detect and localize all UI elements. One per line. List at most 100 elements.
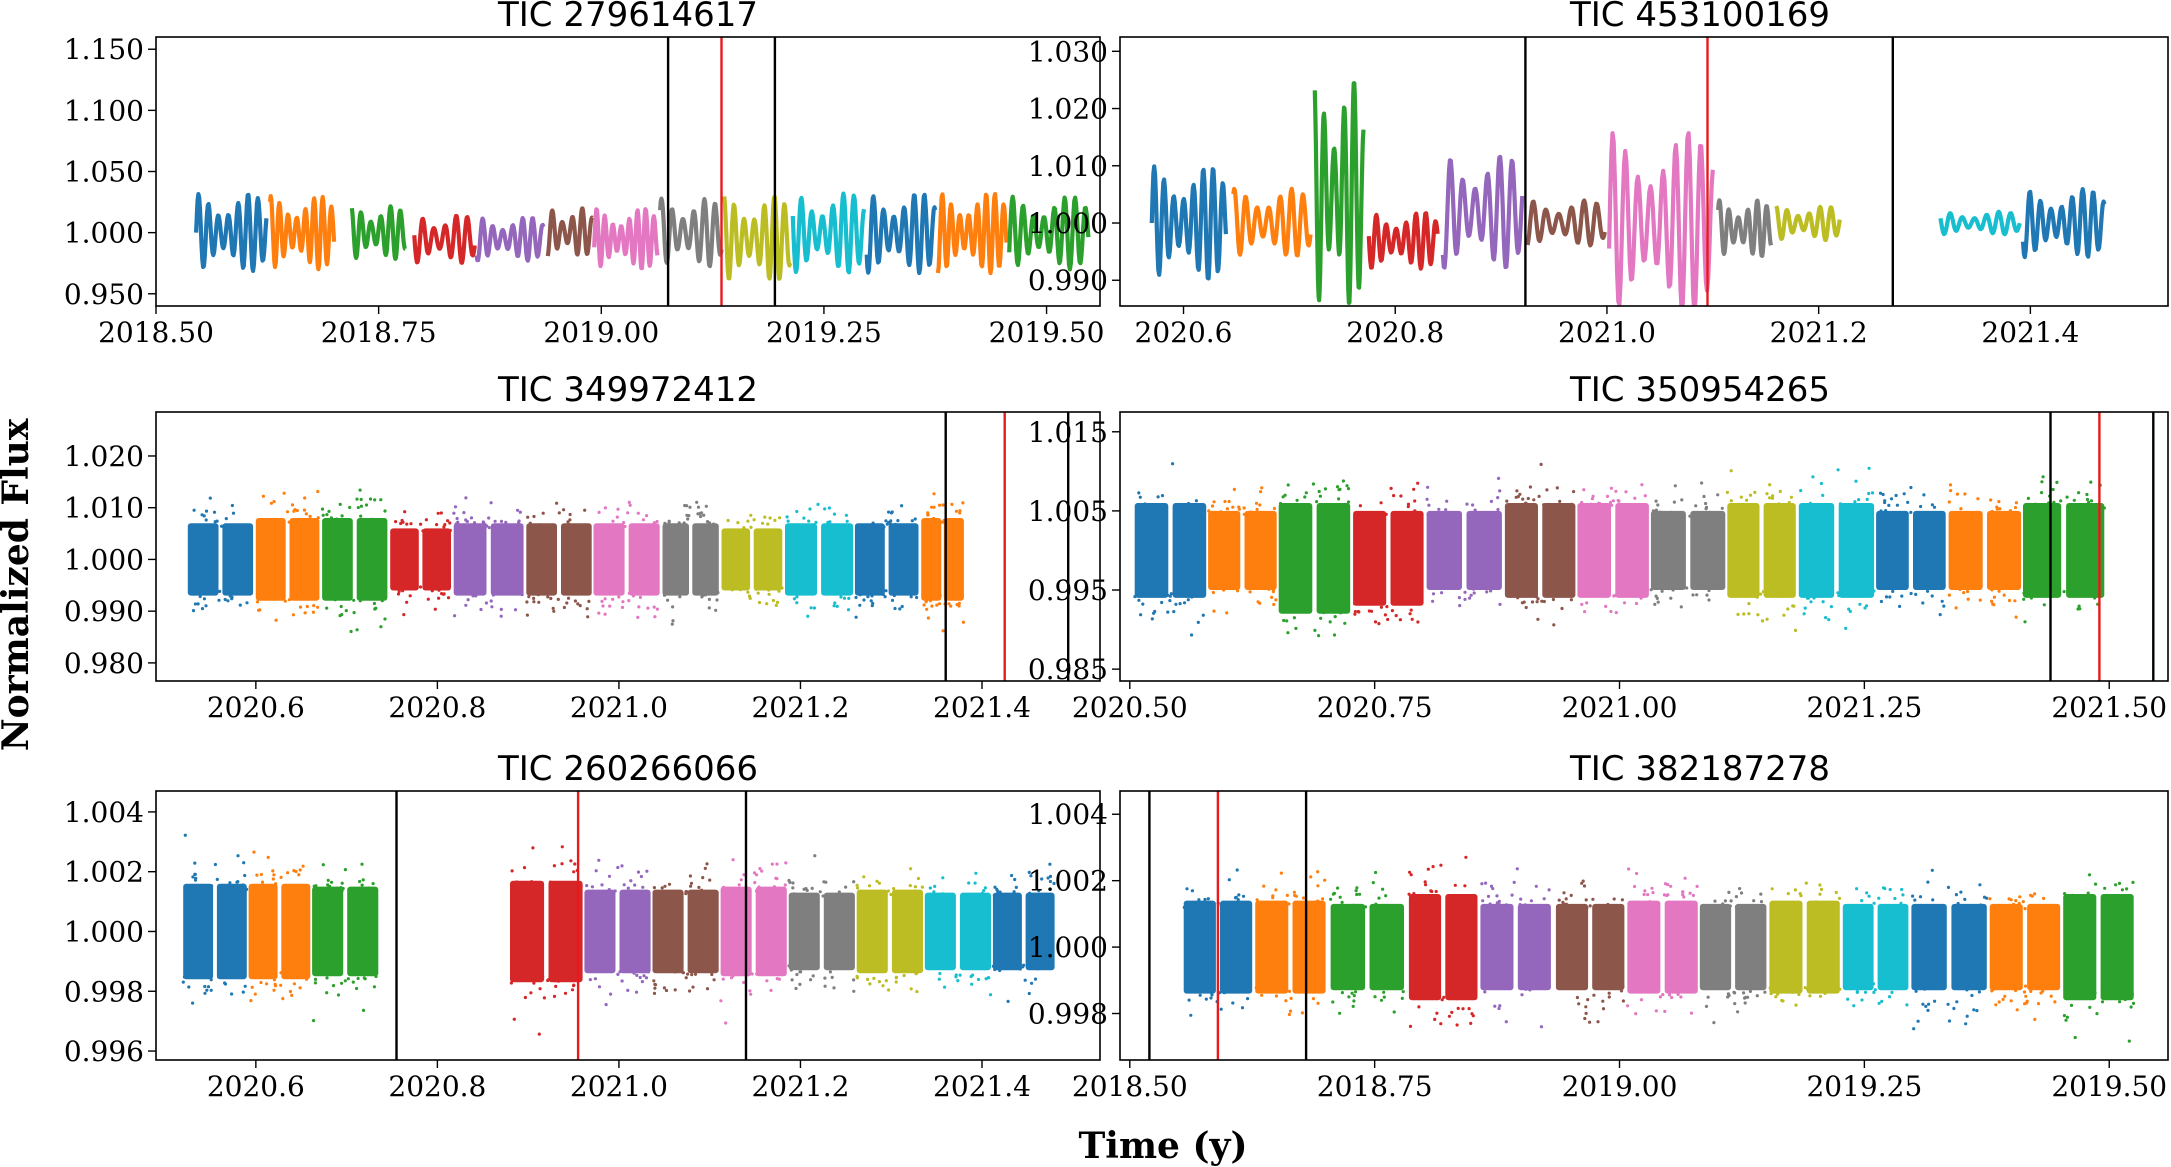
panel-4-sector-4-point	[1394, 614, 1398, 618]
panel-6-sector-9-point	[1793, 888, 1797, 892]
panel-6-sector-11-point	[1924, 906, 1928, 910]
panel-5-sector-8-point	[828, 970, 833, 974]
panel-5-sector-3-point	[356, 976, 360, 981]
panel-4-sector-11-point	[1902, 492, 1906, 496]
panel-3-sector-7-point	[650, 524, 654, 528]
panel-5-sector-7-point	[719, 999, 723, 1003]
panel-3-sector-2-point	[269, 501, 273, 505]
panel-4-sector-4-point	[1408, 612, 1412, 616]
panel-5-sector-9-point	[894, 980, 898, 984]
panel-6-sector-7-point	[1666, 883, 1670, 887]
panel-4-sector-12-point	[2008, 509, 2013, 513]
panel-6-sector-4-point	[1472, 897, 1477, 901]
panel-4-sector-10-point	[1809, 592, 1813, 596]
panel-3-sector-4-point	[403, 510, 407, 514]
panel-4-sector-9-point	[1787, 501, 1791, 505]
panel-4-sector-9-point	[1729, 499, 1733, 503]
panel-6-sector-12-point	[1991, 987, 1995, 992]
panel-4-sector-6-point	[1520, 601, 1524, 605]
panel-6-sector-1-point	[1237, 893, 1241, 897]
panel-3-sector-8	[662, 500, 720, 626]
panel-3-sector-11-point	[882, 525, 886, 529]
panel-3-sector-10-point	[846, 608, 851, 612]
panel-4-sector-11-point	[1909, 510, 1913, 514]
panel-4-sector-5-point	[1426, 512, 1430, 517]
panel-6-sector-6-point	[1584, 1005, 1588, 1009]
panel-3-sector-12-point	[937, 602, 942, 606]
panel-4-sector-8-point	[1704, 501, 1708, 506]
panel-4-sector-7-point	[1633, 496, 1637, 500]
panel-4-sector-10-point	[1844, 626, 1848, 631]
panel-5-sector-8-point	[794, 895, 799, 900]
panel-5-sector-8-point	[813, 854, 817, 858]
panel-5-sector-1-point	[191, 875, 195, 879]
panel-3-sector-4-orbit-a	[390, 528, 419, 591]
panel-3-sector-2-point	[287, 520, 291, 524]
panel-3-sector-3-point	[321, 513, 325, 517]
panel-4-sector-4-point	[1354, 513, 1358, 517]
panel-4-sector-3-point	[1318, 494, 1322, 498]
panel-3-sector-3-point	[359, 497, 363, 502]
panel-3-sector-9-point	[749, 525, 753, 530]
panel-4-sector-3	[1278, 479, 1351, 638]
panel-3-sector-1-point	[215, 519, 219, 523]
panel-5-sector-1-point	[187, 885, 191, 889]
panel-6-sector-12-point	[2012, 907, 2016, 911]
panel-6-sector-11-point	[1975, 1009, 1979, 1013]
panel-5-sector-7-point	[749, 992, 753, 996]
panel-6-sector-13-point	[2069, 1003, 2074, 1008]
panel-6-sector-11-point	[1913, 898, 1917, 902]
panel-4-sector-11-point	[1887, 503, 1891, 507]
panel-5-sector-7-point	[731, 858, 735, 862]
panel-4-sector-2	[1207, 486, 1278, 615]
panel-3-sector-1-point	[217, 598, 221, 602]
panel-6-sector-7-point	[1667, 993, 1672, 997]
panel-4-sector-11-point	[1884, 509, 1888, 513]
panel-4-sector-12-point	[1990, 599, 1994, 603]
panel-4-sector-8-point	[1675, 586, 1679, 590]
panel-6-sector-6-point	[1601, 999, 1605, 1003]
panel-4-sector-13-point	[2037, 504, 2042, 508]
panel-4-sector-1-point	[1190, 633, 1194, 637]
panel-3-sector-2-point	[287, 598, 291, 602]
panel-3-sector-9-point	[763, 515, 767, 519]
panel-5-sector-1-orbit-b	[216, 883, 247, 980]
panel-5-sector-11-point	[1014, 885, 1018, 890]
panel-6-sector-4-point	[1455, 997, 1459, 1001]
panel-1-xtick-label: 2019.25	[766, 316, 882, 349]
panel-6-sector-11-point	[1978, 883, 1982, 887]
panel-4-sector-3-point	[1317, 489, 1321, 494]
panel-5-sector-8-point	[790, 978, 794, 982]
panel-6-sector-3-point	[1374, 870, 1378, 875]
panel-5-sector-10-point	[930, 964, 934, 968]
panel-3-sector-10-orbit-a	[785, 523, 817, 596]
panel-3-xtick-label: 2021.0	[570, 691, 668, 724]
panel-5-sector-2-point	[273, 982, 277, 986]
panel-5-sector-4-point	[538, 987, 542, 991]
panel-3-sector-2-point	[294, 593, 298, 597]
panel-4-sector-1-point	[1169, 592, 1173, 596]
panel-4-sector-5-point	[1489, 499, 1493, 503]
panel-5-data	[181, 833, 1056, 1036]
panel-5-sector-4-point	[515, 977, 519, 981]
panel-5-xtick-label: 2021.4	[933, 1070, 1031, 1103]
panel-4-sector-2-point	[1219, 510, 1223, 514]
panel-6-sector-2-point	[1316, 884, 1320, 888]
panel-5-sector-11-point	[996, 963, 1001, 968]
panel-5-sector-6-point	[691, 985, 695, 989]
panel-4-sector-4-point	[1379, 501, 1383, 505]
panel-6-sector-9-point	[1795, 988, 1799, 992]
panel-3-sector-6-point	[532, 514, 536, 519]
panel-4-sector-4-point	[1413, 509, 1417, 513]
panel-3-sector-1-point	[192, 592, 196, 596]
panel-6-sector-12-point	[1988, 897, 1992, 901]
panel-5-sector-10-point	[982, 895, 986, 899]
panel-4-sector-7-point	[1624, 490, 1628, 494]
panel-5-sector-1-point	[183, 833, 187, 837]
panel-6-sector-2-point	[1279, 871, 1283, 875]
panel-4-sector-13-point	[2023, 620, 2027, 624]
panel-3-sector-11-point	[862, 598, 866, 602]
panel-4-sector-10-point	[1799, 489, 1803, 493]
panel-5-sector-7-point	[721, 977, 725, 981]
panel-3-sector-3-point	[331, 521, 335, 526]
